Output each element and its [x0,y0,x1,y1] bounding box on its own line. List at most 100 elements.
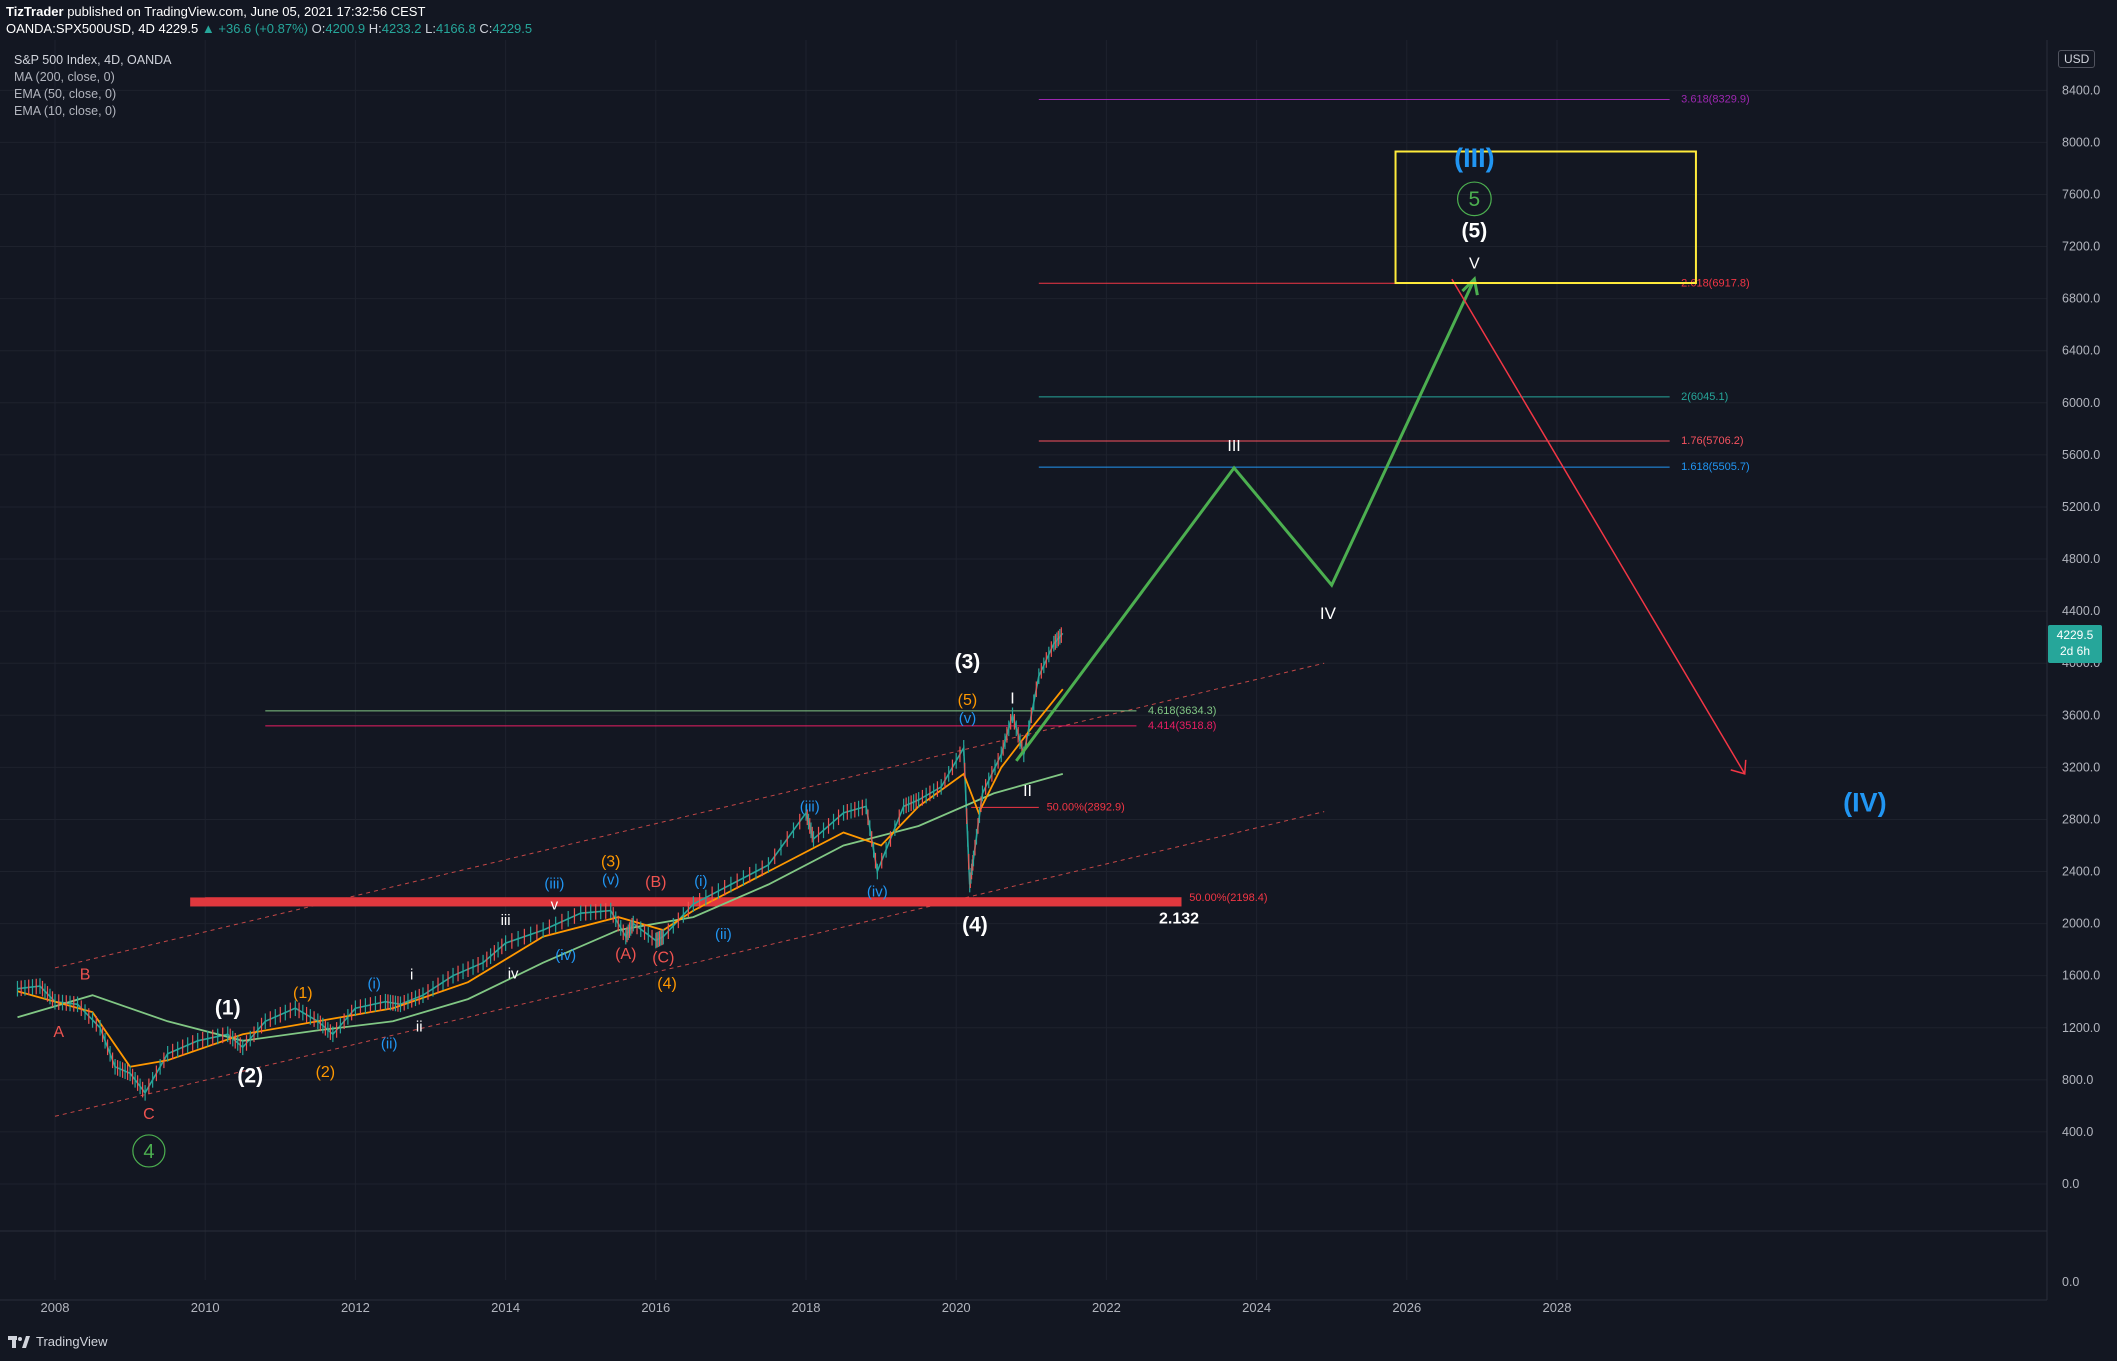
x-tick-label: 2024 [1242,1300,1271,1315]
low-value: 4166.8 [435,21,476,36]
y-tick-label: 6000.0 [2062,396,2100,410]
fib-level-label: 2(6045.1) [1681,391,1728,403]
up-arrow-icon: ▲ [201,21,215,36]
price-chart[interactable]: 0.0 400.0 800.0 1200.0 1600.0 2000.0 2400.0 280… [0,40,2117,1330]
wave-label: iii [501,912,511,929]
low-label: L: [425,21,436,36]
x-tick-label: 2026 [1392,1300,1421,1315]
y-tick-label: 8000.0 [2062,135,2100,149]
fib-level-label: 4.414(3518.8) [1148,720,1217,732]
wave-label: (i) [694,873,707,890]
target-zone-box [1394,150,1697,285]
wave-label: A [53,1024,64,1041]
wave-label: (ii) [715,926,732,943]
close-label: C: [479,21,493,36]
wave-label: II [1023,783,1032,800]
fib-level-label: 1.76(5706.2) [1681,435,1743,447]
wave-label: (5) [1462,219,1488,242]
x-tick-label: 2018 [792,1300,821,1315]
wave-label: (3) [601,853,621,870]
x-tick-label: 2010 [191,1300,220,1315]
wave-label: V [1469,256,1480,273]
fib-level-label: 2.618(6917.8) [1681,277,1750,289]
wave-label-circle [1456,181,1492,217]
trend-channel-line [54,811,1325,1117]
publish-header: TizTrader published on TradingView.com, … [0,0,2117,40]
wave-label: (iv) [867,883,888,900]
y-tick-label: 8400.0 [2062,83,2100,97]
correction-arrow [1451,278,1746,775]
wave-label: (1) [293,985,313,1002]
wave-label: (A) [615,946,636,963]
y-tick-label: 1600.0 [2062,969,2100,983]
bar-countdown: 2d 6h [2059,644,2091,658]
y-tick-label: 6400.0 [2062,344,2100,358]
brand-label: TradingView [36,1334,108,1349]
x-tick-label: 2022 [1092,1300,1121,1315]
fib-level-label: 1.618(5505.7) [1681,461,1750,473]
y-tick-label: 0.0 [2062,1177,2079,1191]
y-tick-label: 4800.0 [2062,552,2100,566]
legend-title[interactable]: S&P 500 Index, 4D, OANDA [14,53,172,67]
author-name[interactable]: TizTrader [6,4,64,19]
symbol-name[interactable]: OANDA:SPX500USD, 4D [6,21,155,36]
y-tick-label: 800.0 [2062,1073,2093,1087]
fib-level-label: 50.00%(2198.4) [1189,892,1267,904]
y-tick-label: 2800.0 [2062,812,2100,826]
x-tick-label: 2014 [491,1300,520,1315]
wave-label: (III) [1454,143,1495,173]
currency-button[interactable]: USD [2058,50,2096,68]
y-tick-label: 4400.0 [2062,604,2100,618]
wave-label: ii [416,1019,423,1036]
y-tick-label: 7200.0 [2062,240,2100,254]
support-label: 2.132 [1159,910,1199,927]
open-label: O: [311,21,326,36]
legend-indicator-ema10[interactable]: EMA (10, close, 0) [14,104,117,118]
legend-indicator-ma200[interactable]: MA (200, close, 0) [14,70,115,84]
high-label: H: [368,21,382,36]
chart-background [0,40,2117,1330]
y-tick-label: 5600.0 [2062,448,2100,462]
wave-label: (iii) [544,875,564,892]
wave-label: 4 [143,1141,154,1163]
symbol-line: OANDA:SPX500USD, 4D 4229.5 ▲ +36.6 (+0.8… [6,21,532,36]
wave-label: (4) [962,913,988,936]
wave-label: v [551,896,559,913]
last-price: 4229.5 [158,21,199,36]
fib-level-label: 4.618(3634.3) [1148,705,1217,717]
tradingview-brand[interactable]: TradingView [8,1334,108,1349]
wave-label: (IV) [1843,788,1887,818]
y-tick-label: 2400.0 [2062,865,2100,879]
open-value: 4200.9 [325,21,366,36]
legend-indicator-ema50[interactable]: EMA (50, close, 0) [14,87,117,101]
price-change: +36.6 (+0.87%) [218,21,308,36]
y-tick-label: 3200.0 [2062,760,2100,774]
wave-label: (2) [316,1064,336,1081]
y-tick-label: 5200.0 [2062,500,2100,514]
x-tick-label: 2012 [341,1300,370,1315]
wave-label: (5) [958,692,978,709]
high-value: 4233.2 [381,21,422,36]
chart-legend: S&P 500 Index, 4D, OANDA MA (200, close,… [14,52,172,120]
y-tick-label: 7600.0 [2062,187,2100,201]
wave-label: III [1227,438,1240,455]
x-tick-label: 2020 [942,1300,971,1315]
wave-label: B [80,967,91,984]
wave-label: iv [508,965,519,982]
wave-label: 5 [1469,188,1481,211]
wave-label: (1) [215,997,241,1020]
wave-label: IV [1320,604,1337,623]
wave-label-circle [132,1134,166,1168]
fib-level-label: 50.00%(2892.9) [1047,801,1125,813]
projection-arrowhead [1461,276,1479,296]
wave-label: (2) [237,1064,263,1087]
last-price-tag-value: 4229.5 [2056,628,2094,642]
y-tick-label: 3600.0 [2062,708,2100,722]
tradingview-logo-icon [8,1335,30,1348]
wave-label: (iv) [555,947,576,964]
wave-label: (B) [645,874,666,891]
y-tick-label: 1200.0 [2062,1021,2100,1035]
fib-level-label: 3.618(8329.9) [1681,93,1750,105]
wave-label: I [1010,691,1014,708]
y-tick-label: 400.0 [2062,1125,2093,1139]
